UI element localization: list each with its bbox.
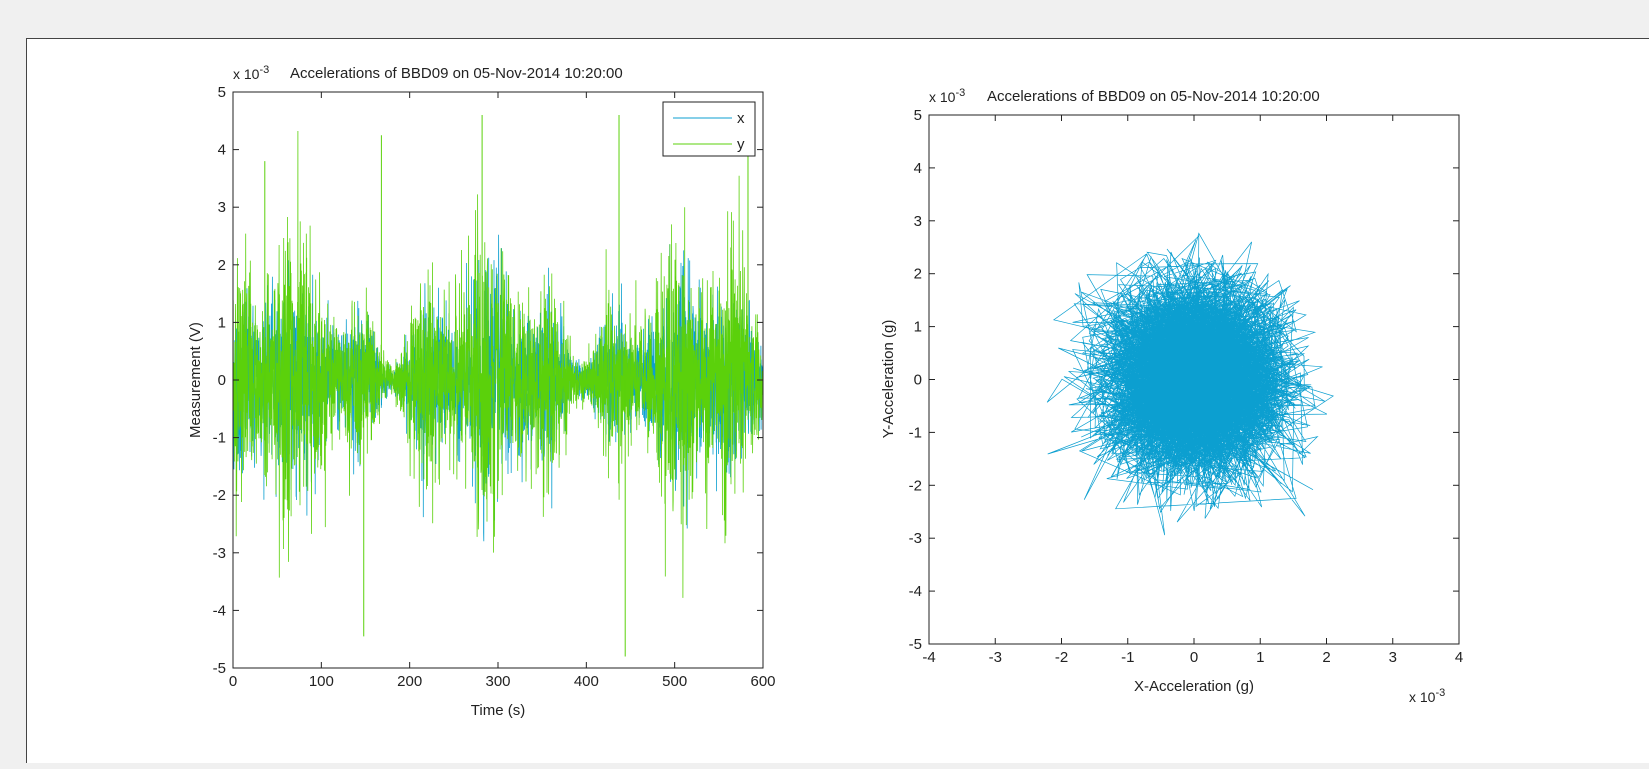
y-tick-label: -2 [909,477,922,494]
orbit-path [1046,232,1335,536]
right-chart-title: Accelerations of BBD09 on 05-Nov-2014 10… [987,88,1320,105]
y-tick-label: 3 [914,213,922,230]
left-y-exponent: x 10-3 [233,64,269,82]
x-tick-label: 500 [662,673,687,690]
y-tick-label: 0 [914,372,922,389]
x-tick-label: 2 [1322,649,1330,666]
y-tick-label: 2 [218,257,226,274]
y-tick-label: -5 [909,636,922,653]
x-tick-label: 200 [397,673,422,690]
y-tick-label: 5 [218,84,226,101]
x-tick-label: 0 [229,673,237,690]
y-tick-label: -1 [213,430,226,447]
x-tick-label: -3 [989,649,1002,666]
x-tick-label: -1 [1121,649,1134,666]
x-tick-label: 0 [1190,649,1198,666]
x-tick-label: 100 [309,673,334,690]
y-tick-label: 4 [914,160,922,177]
x-tick-label: 1 [1256,649,1264,666]
x-tick-label: 4 [1455,649,1463,666]
time-series-axes: 0 100 200 300 400 500 600 -5 -4 -3 -2 -1 0 1 2 3 4 5 x 10… [187,64,776,719]
legend-y-label: y [737,136,745,153]
y-tick-label: -5 [213,660,226,677]
series-y-path [233,130,763,598]
figure-window: 0 100 200 300 400 500 600 -5 -4 -3 -2 -1 0 1 2 3 4 5 x 10… [26,38,1649,763]
right-y-exponent: x 10-3 [929,87,965,105]
x-tick-label: 400 [574,673,599,690]
left-chart-title: Accelerations of BBD09 on 05-Nov-2014 10… [290,65,623,82]
x-tick-label: 300 [485,673,510,690]
series-y-line [233,115,763,657]
orbit-line [1046,232,1335,536]
y-tick-label: -2 [213,487,226,504]
y-tick-label: -4 [909,583,922,600]
y-tick-label: 4 [218,142,226,159]
right-x-axis-label: X-Acceleration (g) [1134,678,1254,695]
y-tick-label: 0 [218,372,226,389]
left-ticks: 0 100 200 300 400 500 600 -5 -4 -3 -2 -1 0 1 2 3 4 5 [213,84,776,690]
legend-x-label: x [737,110,745,127]
y-tick-label: -3 [213,545,226,562]
y-tick-label: 2 [914,266,922,283]
y-tick-label: 1 [914,319,922,336]
y-tick-label: -1 [909,424,922,441]
right-y-axis-label: Y-Acceleration (g) [880,320,897,439]
y-tick-label: -3 [909,530,922,547]
x-tick-label: -2 [1055,649,1068,666]
legend-box [662,101,756,157]
right-x-exponent: x 10-3 [1409,687,1445,705]
x-tick-label: -4 [922,649,935,666]
y-tick-label: 5 [914,107,922,124]
y-tick-label: 3 [218,199,226,216]
y-tick-label: -4 [213,602,226,619]
y-tick-label: 1 [218,314,226,331]
left-x-axis-label: Time (s) [471,702,525,719]
x-tick-label: 600 [750,673,775,690]
legend: x y [662,101,756,157]
x-tick-label: 3 [1389,649,1397,666]
left-y-axis-label: Measurement (V) [187,322,204,438]
